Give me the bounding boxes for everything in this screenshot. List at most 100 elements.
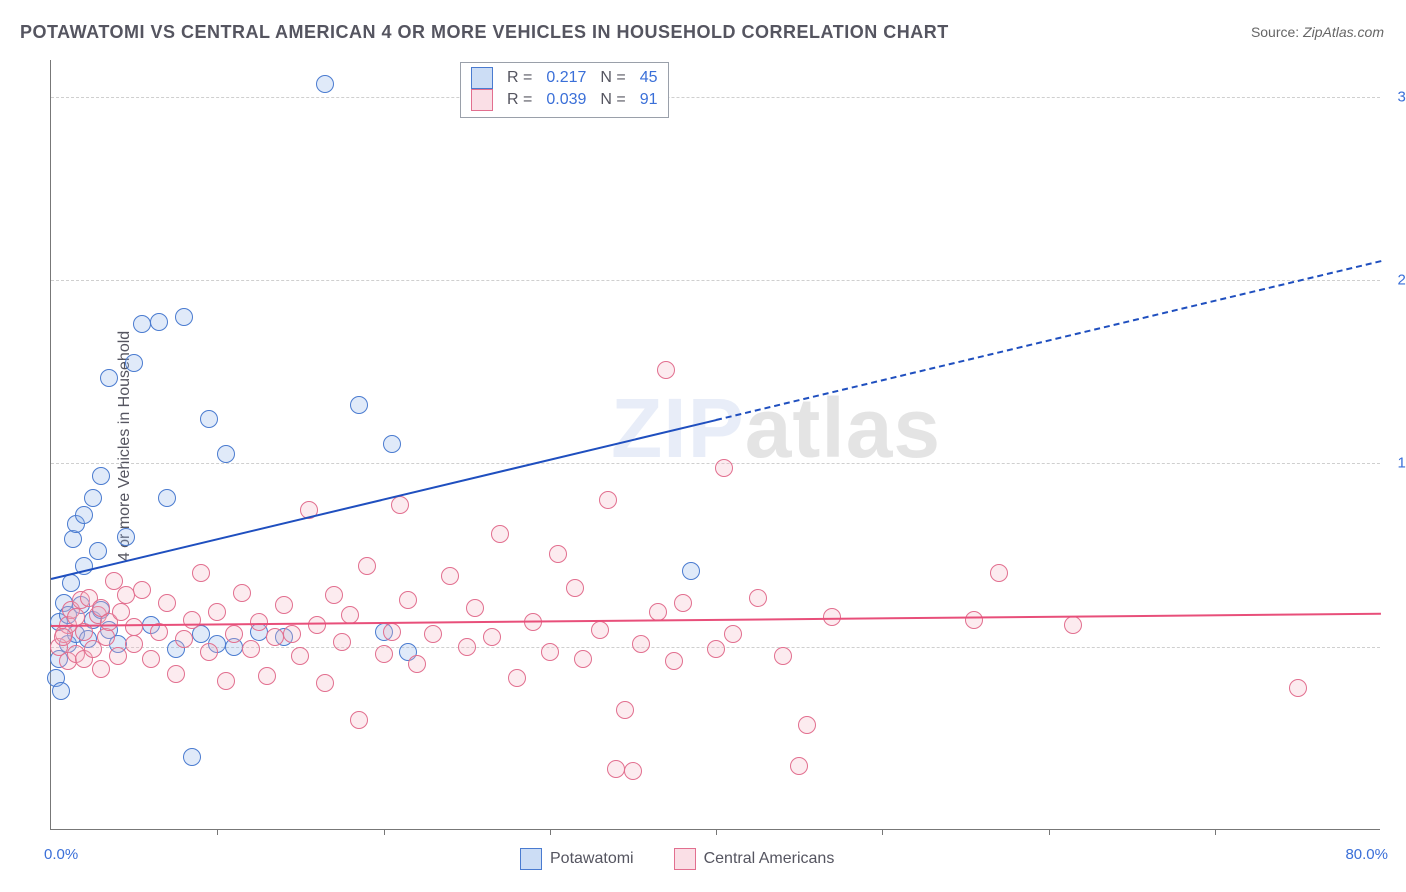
stats-R-value: 0.039	[546, 89, 586, 111]
data-point-central_americans	[242, 640, 260, 658]
data-point-central_americans	[1064, 616, 1082, 634]
data-point-potawatomi	[350, 396, 368, 414]
data-point-potawatomi	[117, 528, 135, 546]
data-point-central_americans	[790, 757, 808, 775]
data-point-central_americans	[350, 711, 368, 729]
data-point-potawatomi	[52, 682, 70, 700]
data-point-central_americans	[549, 545, 567, 563]
data-point-central_americans	[341, 606, 359, 624]
data-point-potawatomi	[158, 489, 176, 507]
data-point-potawatomi	[92, 467, 110, 485]
data-point-central_americans	[158, 594, 176, 612]
data-point-potawatomi	[133, 315, 151, 333]
data-point-central_americans	[965, 611, 983, 629]
stats-legend-row-potawatomi: R =0.217N =45	[471, 67, 658, 89]
data-point-central_americans	[607, 760, 625, 778]
data-point-central_americans	[208, 603, 226, 621]
gridline-h	[51, 97, 1380, 98]
data-point-potawatomi	[183, 748, 201, 766]
y-tick-label: 30.0%	[1385, 88, 1406, 105]
data-point-central_americans	[133, 581, 151, 599]
legend-label: Potawatomi	[550, 850, 634, 868]
data-point-central_americans	[990, 564, 1008, 582]
data-point-central_americans	[491, 525, 509, 543]
source-prefix: Source:	[1251, 24, 1303, 40]
data-point-central_americans	[508, 669, 526, 687]
data-point-central_americans	[707, 640, 725, 658]
data-point-central_americans	[175, 630, 193, 648]
data-point-central_americans	[92, 660, 110, 678]
x-tick-mark	[217, 829, 218, 835]
data-point-potawatomi	[89, 542, 107, 560]
data-point-central_americans	[109, 647, 127, 665]
data-point-central_americans	[441, 567, 459, 585]
data-point-central_americans	[724, 625, 742, 643]
data-point-central_americans	[200, 643, 218, 661]
data-point-central_americans	[665, 652, 683, 670]
data-point-central_americans	[715, 459, 733, 477]
data-point-central_americans	[798, 716, 816, 734]
legend-swatch	[471, 67, 493, 89]
y-tick-label: 22.5%	[1385, 272, 1406, 289]
data-point-central_americans	[183, 611, 201, 629]
stats-R-value: 0.217	[546, 67, 586, 89]
data-point-central_americans	[399, 591, 417, 609]
data-point-central_americans	[483, 628, 501, 646]
data-point-potawatomi	[175, 308, 193, 326]
data-point-central_americans	[466, 599, 484, 617]
data-point-central_americans	[408, 655, 426, 673]
legend-swatch	[674, 848, 696, 870]
data-point-central_americans	[749, 589, 767, 607]
data-point-central_americans	[632, 635, 650, 653]
x-axis-min-label: 0.0%	[44, 846, 78, 863]
data-point-central_americans	[233, 584, 251, 602]
data-point-potawatomi	[75, 506, 93, 524]
trend-line-dashed	[716, 260, 1381, 421]
data-point-central_americans	[383, 623, 401, 641]
legend-item-central_americans: Central Americans	[674, 848, 835, 870]
data-point-central_americans	[375, 645, 393, 663]
legend-swatch	[520, 848, 542, 870]
x-tick-mark	[384, 829, 385, 835]
data-point-central_americans	[225, 625, 243, 643]
stats-N-label: N =	[600, 89, 625, 111]
x-tick-mark	[1215, 829, 1216, 835]
data-point-potawatomi	[217, 445, 235, 463]
data-point-central_americans	[258, 667, 276, 685]
data-point-central_americans	[117, 586, 135, 604]
data-point-potawatomi	[84, 489, 102, 507]
data-point-central_americans	[674, 594, 692, 612]
data-point-central_americans	[1289, 679, 1307, 697]
stats-N-value: 91	[640, 89, 658, 111]
x-tick-mark	[882, 829, 883, 835]
data-point-potawatomi	[383, 435, 401, 453]
data-point-central_americans	[291, 647, 309, 665]
data-point-central_americans	[541, 643, 559, 661]
data-point-central_americans	[112, 603, 130, 621]
stats-legend-row-central_americans: R = 0.039 N = 91	[471, 89, 658, 111]
data-point-central_americans	[217, 672, 235, 690]
stats-R-label: R =	[507, 67, 532, 89]
data-point-central_americans	[325, 586, 343, 604]
data-point-central_americans	[657, 361, 675, 379]
data-point-central_americans	[266, 628, 284, 646]
data-point-central_americans	[358, 557, 376, 575]
data-point-central_americans	[125, 635, 143, 653]
x-tick-mark	[1049, 829, 1050, 835]
stats-R-label: R =	[507, 89, 532, 111]
y-tick-label: 7.5%	[1385, 638, 1406, 655]
gridline-h	[51, 280, 1380, 281]
source-name: ZipAtlas.com	[1303, 24, 1384, 40]
source-attribution: Source: ZipAtlas.com	[1251, 24, 1384, 40]
legend-swatch	[471, 89, 493, 111]
data-point-central_americans	[591, 621, 609, 639]
x-tick-mark	[716, 829, 717, 835]
chart-title: POTAWATOMI VS CENTRAL AMERICAN 4 OR MORE…	[20, 22, 949, 43]
data-point-central_americans	[391, 496, 409, 514]
data-point-potawatomi	[150, 313, 168, 331]
data-point-central_americans	[599, 491, 617, 509]
data-point-potawatomi	[316, 75, 334, 93]
data-point-central_americans	[624, 762, 642, 780]
data-point-potawatomi	[682, 562, 700, 580]
data-point-central_americans	[167, 665, 185, 683]
